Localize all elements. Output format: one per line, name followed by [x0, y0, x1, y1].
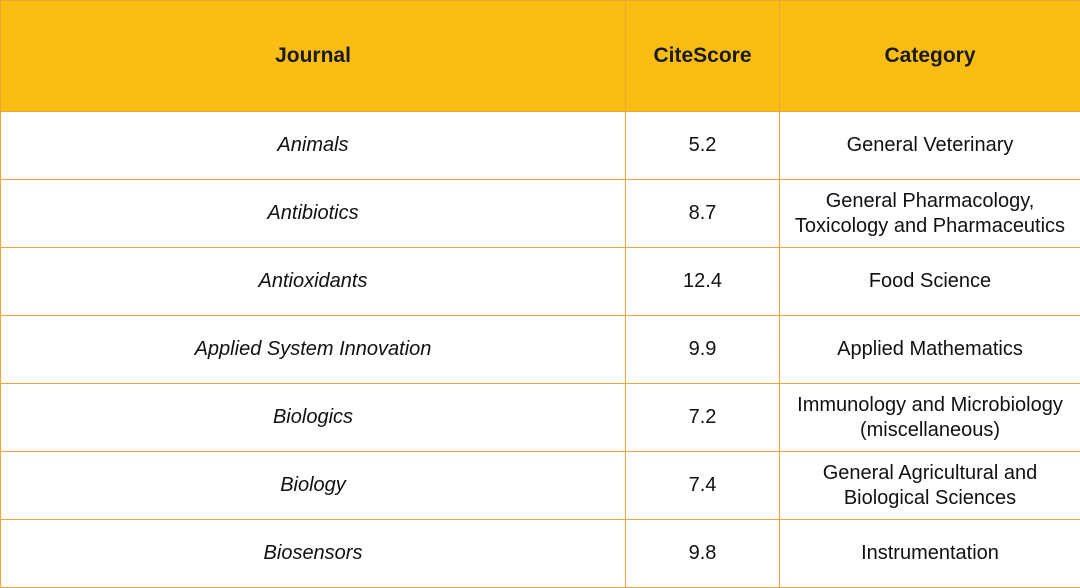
citescore-cell: 9.9: [626, 316, 780, 384]
category-line: General Agricultural and: [782, 461, 1078, 486]
category-line: General Pharmacology,: [782, 189, 1078, 214]
category-cell: General Veterinary: [780, 112, 1080, 180]
category-cell: Instrumentation: [780, 520, 1080, 588]
category-line: Food Science: [782, 269, 1078, 294]
journal-cell: Biologics: [1, 384, 626, 452]
category-line: Toxicology and Pharmaceutics: [782, 214, 1078, 239]
citescore-cell: 8.7: [626, 180, 780, 248]
table-header: Journal CiteScore Category: [1, 1, 1080, 112]
category-cell: Immunology and Microbiology(miscellaneou…: [780, 384, 1080, 452]
category-line: General Veterinary: [782, 133, 1078, 158]
journal-cell: Biology: [1, 452, 626, 520]
header-category: Category: [780, 1, 1080, 112]
citescore-cell: 5.2: [626, 112, 780, 180]
header-citescore: CiteScore: [626, 1, 780, 112]
category-cell: Applied Mathematics: [780, 316, 1080, 384]
journal-cell: Biosensors: [1, 520, 626, 588]
category-line: Applied Mathematics: [782, 337, 1078, 362]
journal-cell: Antioxidants: [1, 248, 626, 316]
category-line: Instrumentation: [782, 541, 1078, 566]
citescore-cell: 7.2: [626, 384, 780, 452]
category-cell: Food Science: [780, 248, 1080, 316]
citescore-cell: 12.4: [626, 248, 780, 316]
journal-cell: Animals: [1, 112, 626, 180]
header-row: Journal CiteScore Category: [1, 1, 1080, 112]
journal-cell: Antibiotics: [1, 180, 626, 248]
header-journal: Journal: [1, 1, 626, 112]
citescore-cell: 9.8: [626, 520, 780, 588]
category-cell: General Pharmacology,Toxicology and Phar…: [780, 180, 1080, 248]
citescore-cell: 7.4: [626, 452, 780, 520]
category-line: (miscellaneous): [782, 418, 1078, 443]
journal-cell: Applied System Innovation: [1, 316, 626, 384]
category-line: Immunology and Microbiology: [782, 393, 1078, 418]
category-line: Biological Sciences: [782, 486, 1078, 511]
